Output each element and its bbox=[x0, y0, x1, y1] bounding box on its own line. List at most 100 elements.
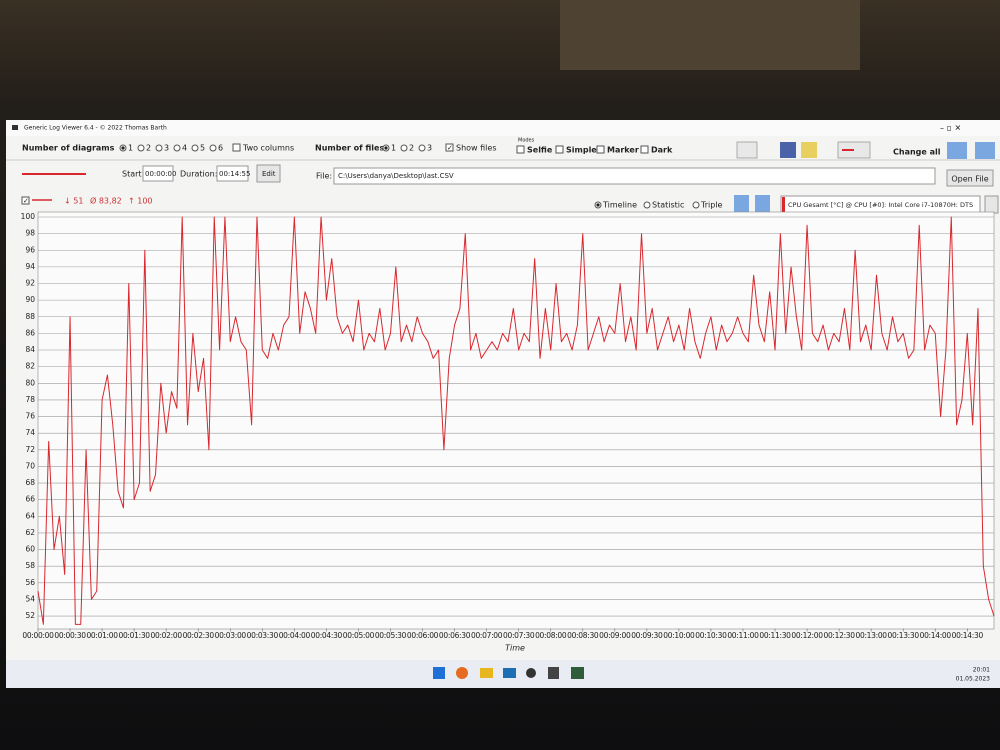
mode-label[interactable]: Marker bbox=[607, 146, 639, 155]
x-tick-label: 00:09:00 bbox=[599, 631, 631, 640]
files-label: Number of files bbox=[315, 144, 384, 153]
alien-icon[interactable] bbox=[526, 668, 536, 678]
move-up-button[interactable] bbox=[734, 195, 749, 213]
y-tick-label: 60 bbox=[25, 545, 35, 554]
x-tick-label: 00:11:30 bbox=[759, 631, 791, 640]
y-tick-label: 66 bbox=[25, 495, 35, 504]
file-option[interactable]: 3 bbox=[427, 144, 432, 153]
y-tick-label: 84 bbox=[25, 345, 35, 354]
open-file-label[interactable]: Open File bbox=[951, 175, 988, 184]
explorer-icon[interactable] bbox=[480, 668, 493, 678]
diagram-option[interactable]: 3 bbox=[164, 144, 169, 153]
window-title: Generic Log Viewer 6.4 - © 2022 Thomas B… bbox=[24, 125, 167, 132]
duration-value[interactable]: 00:14:55 bbox=[219, 170, 250, 178]
x-tick-label: 00:08:30 bbox=[567, 631, 599, 640]
add-button[interactable] bbox=[984, 195, 999, 214]
x-tick-label: 00:09:30 bbox=[631, 631, 663, 640]
check: ✓ bbox=[447, 144, 453, 152]
view-option[interactable]: Timeline bbox=[602, 201, 637, 210]
chart-button[interactable] bbox=[801, 142, 817, 158]
window-controls[interactable]: – ▫ ✕ bbox=[940, 124, 961, 133]
mail-icon[interactable] bbox=[503, 668, 516, 678]
title-bar bbox=[6, 120, 1000, 136]
x-tick-label: 00:01:00 bbox=[86, 631, 118, 640]
radio[interactable] bbox=[155, 144, 163, 152]
change-all[interactable]: Change all bbox=[893, 148, 941, 157]
sensor-name[interactable]: CPU Gesamt [°C] @ CPU [#0]: Intel Core i… bbox=[788, 201, 973, 209]
y-tick-label: 58 bbox=[25, 561, 35, 570]
radio[interactable] bbox=[692, 201, 700, 209]
mode-checkbox[interactable] bbox=[555, 145, 564, 154]
x-tick-label: 00:12:30 bbox=[823, 631, 855, 640]
y-tick-label: 96 bbox=[25, 245, 35, 254]
up-button[interactable] bbox=[947, 142, 967, 159]
file-option[interactable]: 1 bbox=[391, 144, 396, 153]
y-tick-label: 72 bbox=[25, 445, 35, 454]
diagram-option[interactable]: 5 bbox=[200, 144, 205, 153]
y-tick-label: 80 bbox=[25, 378, 35, 387]
mode-checkbox[interactable] bbox=[516, 145, 525, 154]
y-tick-label: 100 bbox=[21, 212, 36, 221]
mode-checkbox[interactable] bbox=[596, 145, 605, 154]
y-tick-label: 88 bbox=[25, 312, 35, 321]
diagram-option[interactable]: 1 bbox=[128, 144, 133, 153]
file-path[interactable]: C:\Users\danya\Desktop\last.CSV bbox=[338, 172, 454, 180]
radio[interactable] bbox=[137, 144, 145, 152]
down-button[interactable] bbox=[975, 142, 995, 159]
diagram-option[interactable]: 2 bbox=[146, 144, 151, 153]
camera-button[interactable] bbox=[736, 141, 758, 159]
edit-button[interactable] bbox=[256, 164, 281, 183]
radio[interactable] bbox=[209, 144, 217, 152]
x-tick-label: 00:04:00 bbox=[279, 631, 311, 640]
diagram-option[interactable]: 4 bbox=[182, 144, 187, 153]
two-columns[interactable]: Two columns bbox=[242, 144, 294, 153]
file-option[interactable]: 2 bbox=[409, 144, 414, 153]
radio[interactable] bbox=[400, 144, 408, 152]
x-tick-label: 00:06:00 bbox=[407, 631, 439, 640]
radio[interactable] bbox=[191, 144, 199, 152]
show-files[interactable]: Show files bbox=[456, 144, 496, 153]
x-tick-label: 00:07:30 bbox=[503, 631, 535, 640]
clock-date: 01.05.2023 bbox=[956, 676, 991, 683]
series-checkbox[interactable] bbox=[21, 196, 30, 205]
mode-checkbox[interactable] bbox=[640, 145, 649, 154]
modes-label: Modes bbox=[518, 138, 535, 144]
duration-box[interactable] bbox=[216, 165, 249, 182]
duration-label: Duration: bbox=[180, 170, 217, 179]
stat-max: ↑ 100 bbox=[128, 197, 153, 206]
checkbox-checked[interactable] bbox=[445, 143, 454, 152]
viewer-icon[interactable] bbox=[571, 667, 584, 679]
firefox-icon[interactable] bbox=[456, 667, 468, 679]
edit-label[interactable]: Edit bbox=[262, 170, 276, 178]
file-path-box[interactable] bbox=[333, 167, 936, 185]
x-tick-label: 00:13:00 bbox=[856, 631, 888, 640]
view-option[interactable]: Statistic bbox=[652, 201, 684, 210]
checkbox[interactable] bbox=[232, 143, 241, 152]
x-tick-label: 00:01:30 bbox=[118, 631, 150, 640]
x-tick-label: 00:14:00 bbox=[920, 631, 952, 640]
move-down-button[interactable] bbox=[755, 195, 770, 213]
open-file-button[interactable] bbox=[946, 169, 994, 187]
y-tick-label: 92 bbox=[25, 279, 35, 288]
start-box[interactable] bbox=[142, 165, 174, 182]
file-label: File: bbox=[316, 172, 332, 181]
radio[interactable] bbox=[173, 144, 181, 152]
diagram-option[interactable]: 6 bbox=[218, 144, 223, 153]
start-value[interactable]: 00:00:00 bbox=[145, 170, 176, 178]
y-tick-label: 94 bbox=[25, 262, 35, 271]
toolbar-icons bbox=[736, 141, 995, 159]
x-tick-label: 00:14:30 bbox=[952, 631, 984, 640]
save-button[interactable] bbox=[780, 142, 796, 158]
mode-label[interactable]: Selfie bbox=[527, 146, 553, 155]
x-tick-label: 00:05:00 bbox=[343, 631, 375, 640]
mode-label[interactable]: Dark bbox=[651, 146, 673, 155]
start-icon[interactable] bbox=[433, 667, 445, 679]
view-option[interactable]: Triple bbox=[700, 201, 723, 210]
radio[interactable] bbox=[643, 201, 651, 209]
x-tick-label: 00:02:30 bbox=[183, 631, 215, 640]
calc-icon[interactable] bbox=[548, 667, 559, 679]
radio[interactable] bbox=[418, 144, 426, 152]
mode-label[interactable]: Simple bbox=[566, 146, 597, 155]
x-axis-title: Time bbox=[505, 644, 525, 653]
